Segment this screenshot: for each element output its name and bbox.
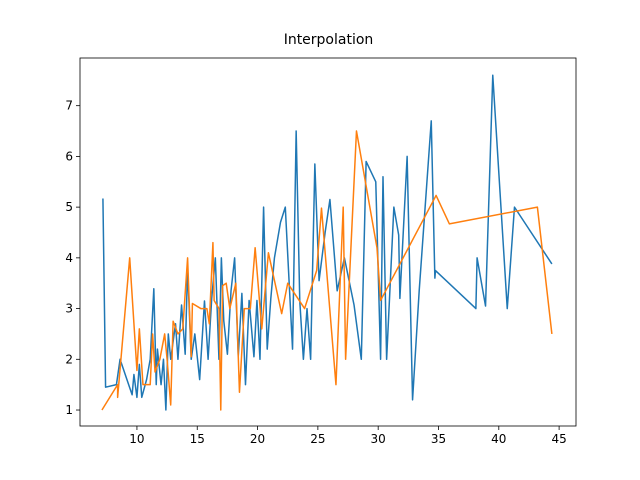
x-tick-label: 25 (310, 432, 325, 446)
chart-title: Interpolation (284, 32, 374, 48)
y-tick-label: 5 (65, 200, 73, 214)
y-tick-label: 1 (65, 403, 73, 417)
y-tick-label: 2 (65, 352, 73, 366)
x-tick-label: 35 (431, 432, 446, 446)
x-tick-label: 15 (190, 432, 205, 446)
line-series (102, 74, 553, 411)
x-tick-label: 45 (551, 432, 566, 446)
line-series (101, 130, 553, 411)
y-tick-label: 6 (65, 149, 73, 163)
x-tick-label: 20 (250, 432, 265, 446)
y-tick-label: 7 (65, 99, 73, 113)
x-tick-label: 40 (491, 432, 506, 446)
y-tick-label: 3 (65, 302, 73, 316)
x-tick-label: 10 (129, 432, 144, 446)
y-tick-label: 4 (65, 251, 73, 265)
plot-frame (79, 57, 577, 427)
x-tick-label: 30 (371, 432, 386, 446)
